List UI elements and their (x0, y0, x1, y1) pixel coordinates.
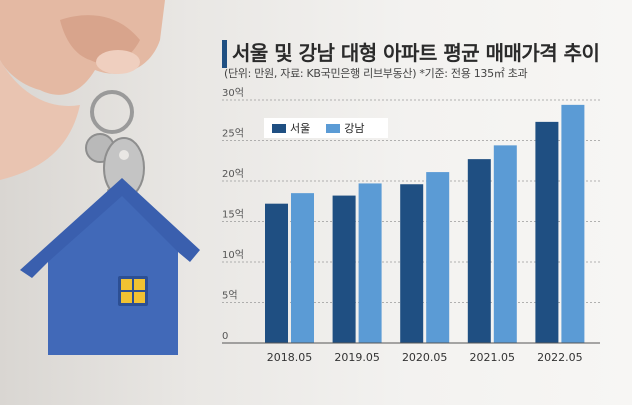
bar-seoul (265, 203, 288, 343)
y-tick-label: 25억 (222, 128, 244, 140)
y-tick-label: 15억 (222, 209, 244, 221)
title-accent-bar (222, 40, 227, 68)
chart-legend: 서울 강남 (264, 118, 388, 138)
house-keychain-icon (20, 178, 200, 355)
x-tick-label: 2018.05 (267, 351, 313, 364)
bar-gangnam (426, 172, 450, 343)
x-tick-label: 2021.05 (470, 351, 516, 364)
bar-gangnam (291, 193, 314, 343)
y-tick-label: 20억 (222, 168, 244, 180)
x-tick-label: 2020.05 (402, 351, 448, 364)
y-tick-label: 0 (222, 331, 228, 342)
y-tick-label: 10억 (222, 249, 244, 261)
legend-swatch-seoul (272, 123, 286, 133)
bar-gangnam (493, 145, 517, 343)
x-tick-label: 2022.05 (537, 351, 583, 364)
bar-seoul (467, 159, 491, 343)
legend-item-gangnam: 강남 (326, 120, 365, 136)
y-tick-label: 30억 (222, 87, 244, 99)
bar-seoul (332, 195, 356, 343)
legend-label-seoul: 서울 (290, 122, 311, 135)
bar-gangnam (358, 183, 382, 343)
legend-label-gangnam: 강남 (344, 122, 365, 135)
bar-gangnam (561, 104, 585, 343)
chart-subtitle: (단위: 만원, 자료: KB국민은행 리브부동산) *기준: 전용 135㎡ … (224, 67, 528, 80)
bar-seoul (400, 184, 424, 343)
y-tick-label: 5억 (222, 290, 238, 302)
hand-holding-keys-icon (0, 0, 165, 180)
x-tick-label: 2019.05 (334, 351, 380, 364)
bar-seoul (535, 121, 559, 344)
chart-title: 서울 및 강남 대형 아파트 평균 매매가격 추이 (232, 41, 600, 65)
legend-swatch-gangnam (326, 123, 341, 133)
legend-item-seoul: 서울 (272, 120, 310, 136)
